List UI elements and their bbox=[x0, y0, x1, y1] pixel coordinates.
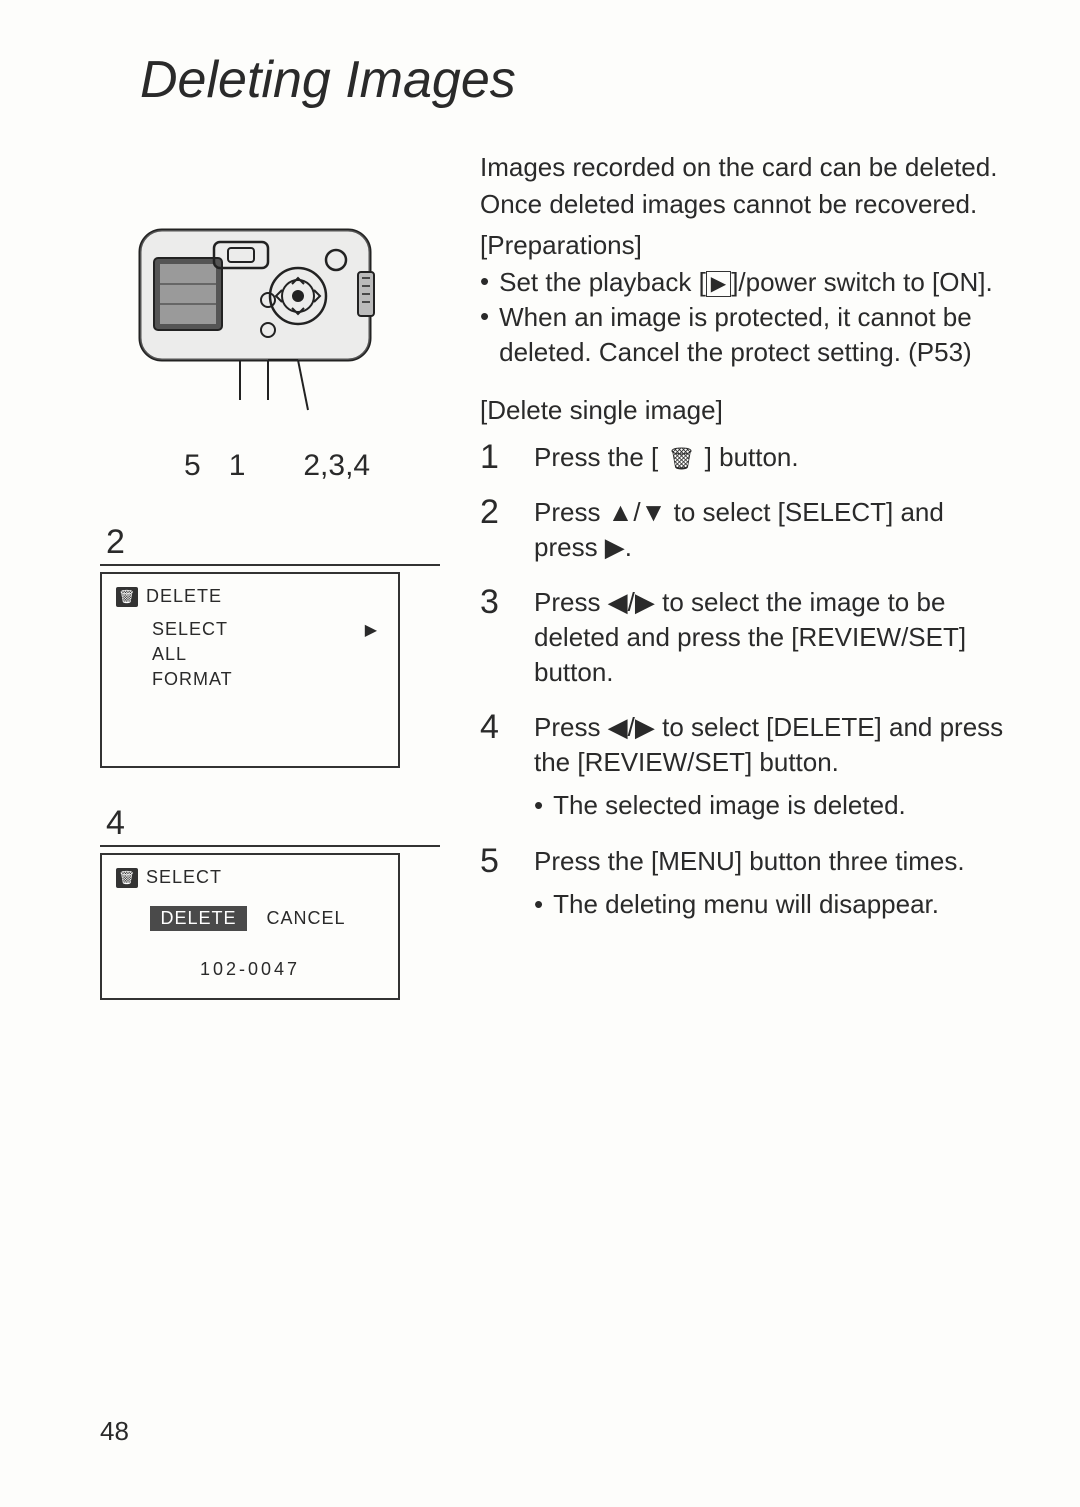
menu-2-box: DELETE SELECT ▶ ALL FORMAT bbox=[100, 572, 400, 768]
intro-line-1: Images recorded on the card can be delet… bbox=[480, 150, 1010, 185]
page-title: Deleting Images bbox=[140, 50, 1010, 110]
step-number: 3 bbox=[480, 585, 510, 619]
menu-item-arrow: ▶ bbox=[365, 620, 378, 640]
menu-2-header-label: DELETE bbox=[146, 586, 222, 607]
menu-2-number: 2 bbox=[100, 523, 440, 566]
cancel-option: CANCEL bbox=[263, 906, 350, 931]
page-number: 48 bbox=[100, 1416, 129, 1447]
camera-label-234: 2,3,4 bbox=[303, 449, 370, 483]
step-2: 2 Press ▲/▼ to select [SELECT] and press… bbox=[480, 495, 1010, 565]
intro-line-2: Once deleted images cannot be recovered. bbox=[480, 187, 1010, 222]
step-body: Press the [ ] button. bbox=[534, 440, 1010, 475]
step-4-subbullet: The selected image is deleted. bbox=[534, 788, 1010, 823]
left-column: 5 1 2,3,4 2 DELETE SELECT ▶ ALL bbox=[100, 150, 440, 1000]
trash-inline-icon bbox=[666, 442, 698, 472]
camera-labels: 5 1 2,3,4 bbox=[210, 449, 440, 483]
step-body: Press ◀/▶ to select [DELETE] and press t… bbox=[534, 710, 1010, 823]
step-number: 2 bbox=[480, 495, 510, 529]
prep-bullet: When an image is protected, it cannot be… bbox=[480, 300, 1010, 370]
menu-item-label: SELECT bbox=[152, 619, 228, 640]
menu-4-header: SELECT bbox=[116, 867, 384, 888]
menu-item-label: FORMAT bbox=[152, 669, 233, 690]
prep-bullet: Set the playback [▶]/power switch to [ON… bbox=[480, 265, 1010, 300]
playback-icon: ▶ bbox=[706, 271, 731, 297]
camera-illustration bbox=[120, 190, 400, 450]
step-body: Press the [MENU] button three times. The… bbox=[534, 844, 1010, 922]
step-body: Press ◀/▶ to select the image to be dele… bbox=[534, 585, 1010, 690]
step-number: 4 bbox=[480, 710, 510, 744]
prep-bullets: Set the playback [▶]/power switch to [ON… bbox=[480, 265, 1010, 370]
menu-2-wrap: 2 DELETE SELECT ▶ ALL FORMAT bbox=[100, 523, 440, 768]
trash-icon bbox=[116, 587, 138, 607]
step-number: 5 bbox=[480, 844, 510, 878]
preparations-label: [Preparations] bbox=[480, 228, 1010, 263]
menu-item: ALL bbox=[152, 642, 384, 667]
menu-2-header: DELETE bbox=[116, 586, 384, 607]
step-5-subbullet: The deleting menu will disappear. bbox=[534, 887, 1010, 922]
intro-text: Images recorded on the card can be delet… bbox=[480, 150, 1010, 371]
camera-figure: 5 1 2,3,4 bbox=[100, 190, 440, 483]
step-number: 1 bbox=[480, 440, 510, 474]
menu-item: FORMAT bbox=[152, 667, 384, 692]
file-number: 102-0047 bbox=[116, 959, 384, 980]
camera-label-1: 1 bbox=[229, 449, 246, 483]
content-row: 5 1 2,3,4 2 DELETE SELECT ▶ ALL bbox=[100, 150, 1010, 1000]
trash-icon bbox=[116, 868, 138, 888]
menu-item-label: ALL bbox=[152, 644, 187, 665]
menu-4-wrap: 4 SELECT DELETE CANCEL 102-0047 bbox=[100, 804, 440, 1000]
camera-label-5: 5 bbox=[184, 449, 201, 483]
delete-option: DELETE bbox=[150, 906, 246, 931]
menu-4-header-label: SELECT bbox=[146, 867, 222, 888]
step-3: 3 Press ◀/▶ to select the image to be de… bbox=[480, 585, 1010, 690]
step-4: 4 Press ◀/▶ to select [DELETE] and press… bbox=[480, 710, 1010, 823]
menu-item: SELECT ▶ bbox=[152, 617, 384, 642]
menu-4-box: SELECT DELETE CANCEL 102-0047 bbox=[100, 853, 400, 1000]
menu-4-number: 4 bbox=[100, 804, 440, 847]
delete-single-title: [Delete single image] bbox=[480, 393, 1010, 428]
menu-2-items: SELECT ▶ ALL FORMAT bbox=[152, 617, 384, 692]
right-column: Images recorded on the card can be delet… bbox=[480, 150, 1010, 1000]
step-1: 1 Press the [ ] button. bbox=[480, 440, 1010, 475]
delete-cancel-row: DELETE CANCEL bbox=[116, 906, 384, 931]
step-body: Press ▲/▼ to select [SELECT] and press ▶… bbox=[534, 495, 1010, 565]
step-5: 5 Press the [MENU] button three times. T… bbox=[480, 844, 1010, 922]
